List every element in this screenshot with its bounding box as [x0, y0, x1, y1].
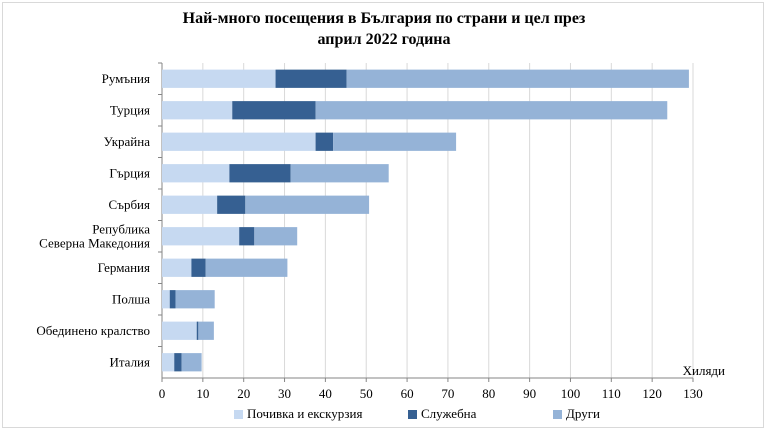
- bar-segment: [232, 101, 316, 120]
- legend-item: Служебна: [408, 406, 476, 422]
- bar-segment: [162, 69, 276, 88]
- x-tick-label: 0: [159, 386, 166, 401]
- x-tick-label: 120: [642, 386, 662, 401]
- bar-segment: [205, 258, 288, 277]
- bar-segment: [162, 164, 230, 183]
- bar-segment: [174, 353, 182, 372]
- bar-segment: [315, 132, 334, 151]
- bar-segment: [254, 227, 298, 246]
- x-tick-label: 110: [602, 386, 621, 401]
- bar-segment: [196, 321, 199, 340]
- bar-segment: [162, 321, 197, 340]
- category-label: Северна Македония: [39, 235, 150, 250]
- x-axis-label: Хиляди: [683, 363, 725, 378]
- x-tick-label: 40: [319, 386, 332, 401]
- bar-segment: [290, 164, 389, 183]
- bar-segment: [162, 101, 233, 120]
- bar-segment: [169, 290, 176, 309]
- x-tick-label: 50: [360, 386, 373, 401]
- category-label: Република: [92, 221, 150, 236]
- category-label: Турция: [110, 102, 150, 117]
- bar-segment: [162, 258, 192, 277]
- chart-title-line2: април 2022 година: [317, 31, 451, 48]
- bar-segment: [239, 227, 255, 246]
- x-tick-label: 100: [561, 386, 581, 401]
- category-label: Украйна: [104, 134, 151, 149]
- legend-swatch: [234, 409, 243, 419]
- bar-segment: [191, 258, 206, 277]
- chart-title: Най-много посещения в България по страни…: [0, 8, 768, 50]
- x-tick-label: 30: [278, 386, 291, 401]
- bar-segment: [162, 353, 175, 372]
- legend-label: Други: [566, 406, 600, 421]
- bar-segment: [175, 290, 215, 309]
- x-tick-label: 20: [237, 386, 250, 401]
- x-tick-label: 70: [441, 386, 454, 401]
- category-label: Румъния: [102, 71, 150, 86]
- x-tick-label: 60: [401, 386, 414, 401]
- bar-segment: [162, 290, 170, 309]
- bar-segment: [162, 227, 240, 246]
- legend-item: Почивка и екскурзия: [234, 406, 362, 422]
- category-label: Полша: [112, 291, 150, 306]
- bar-segment: [275, 69, 347, 88]
- legend-swatch: [553, 409, 562, 419]
- x-tick-label: 80: [482, 386, 495, 401]
- category-label: Гърция: [109, 165, 150, 180]
- bar-segment: [315, 101, 668, 120]
- bar-segment: [346, 69, 689, 88]
- category-label: Обединено кралство: [36, 323, 150, 338]
- legend-label: Служебна: [421, 406, 477, 421]
- bar-segment: [245, 195, 370, 214]
- bar-segment: [217, 195, 246, 214]
- x-tick-label: 10: [196, 386, 209, 401]
- x-tick-label: 90: [523, 386, 536, 401]
- bar-segment: [181, 353, 202, 372]
- x-tick-label: 130: [683, 386, 703, 401]
- bar-segment: [162, 195, 218, 214]
- category-label: Италия: [109, 354, 150, 369]
- chart-title-line1: Най-много посещения в България по страни…: [182, 10, 586, 27]
- bar-segment: [198, 321, 214, 340]
- chart-frame: [2, 2, 764, 428]
- category-label: Сърбия: [109, 197, 150, 212]
- legend-swatch: [408, 409, 417, 419]
- legend-item: Други: [553, 406, 600, 422]
- legend-label: Почивка и екскурзия: [247, 406, 363, 421]
- bar-segment: [229, 164, 291, 183]
- bar-segment: [333, 132, 457, 151]
- bar-segment: [162, 132, 316, 151]
- category-label: Германия: [98, 260, 150, 275]
